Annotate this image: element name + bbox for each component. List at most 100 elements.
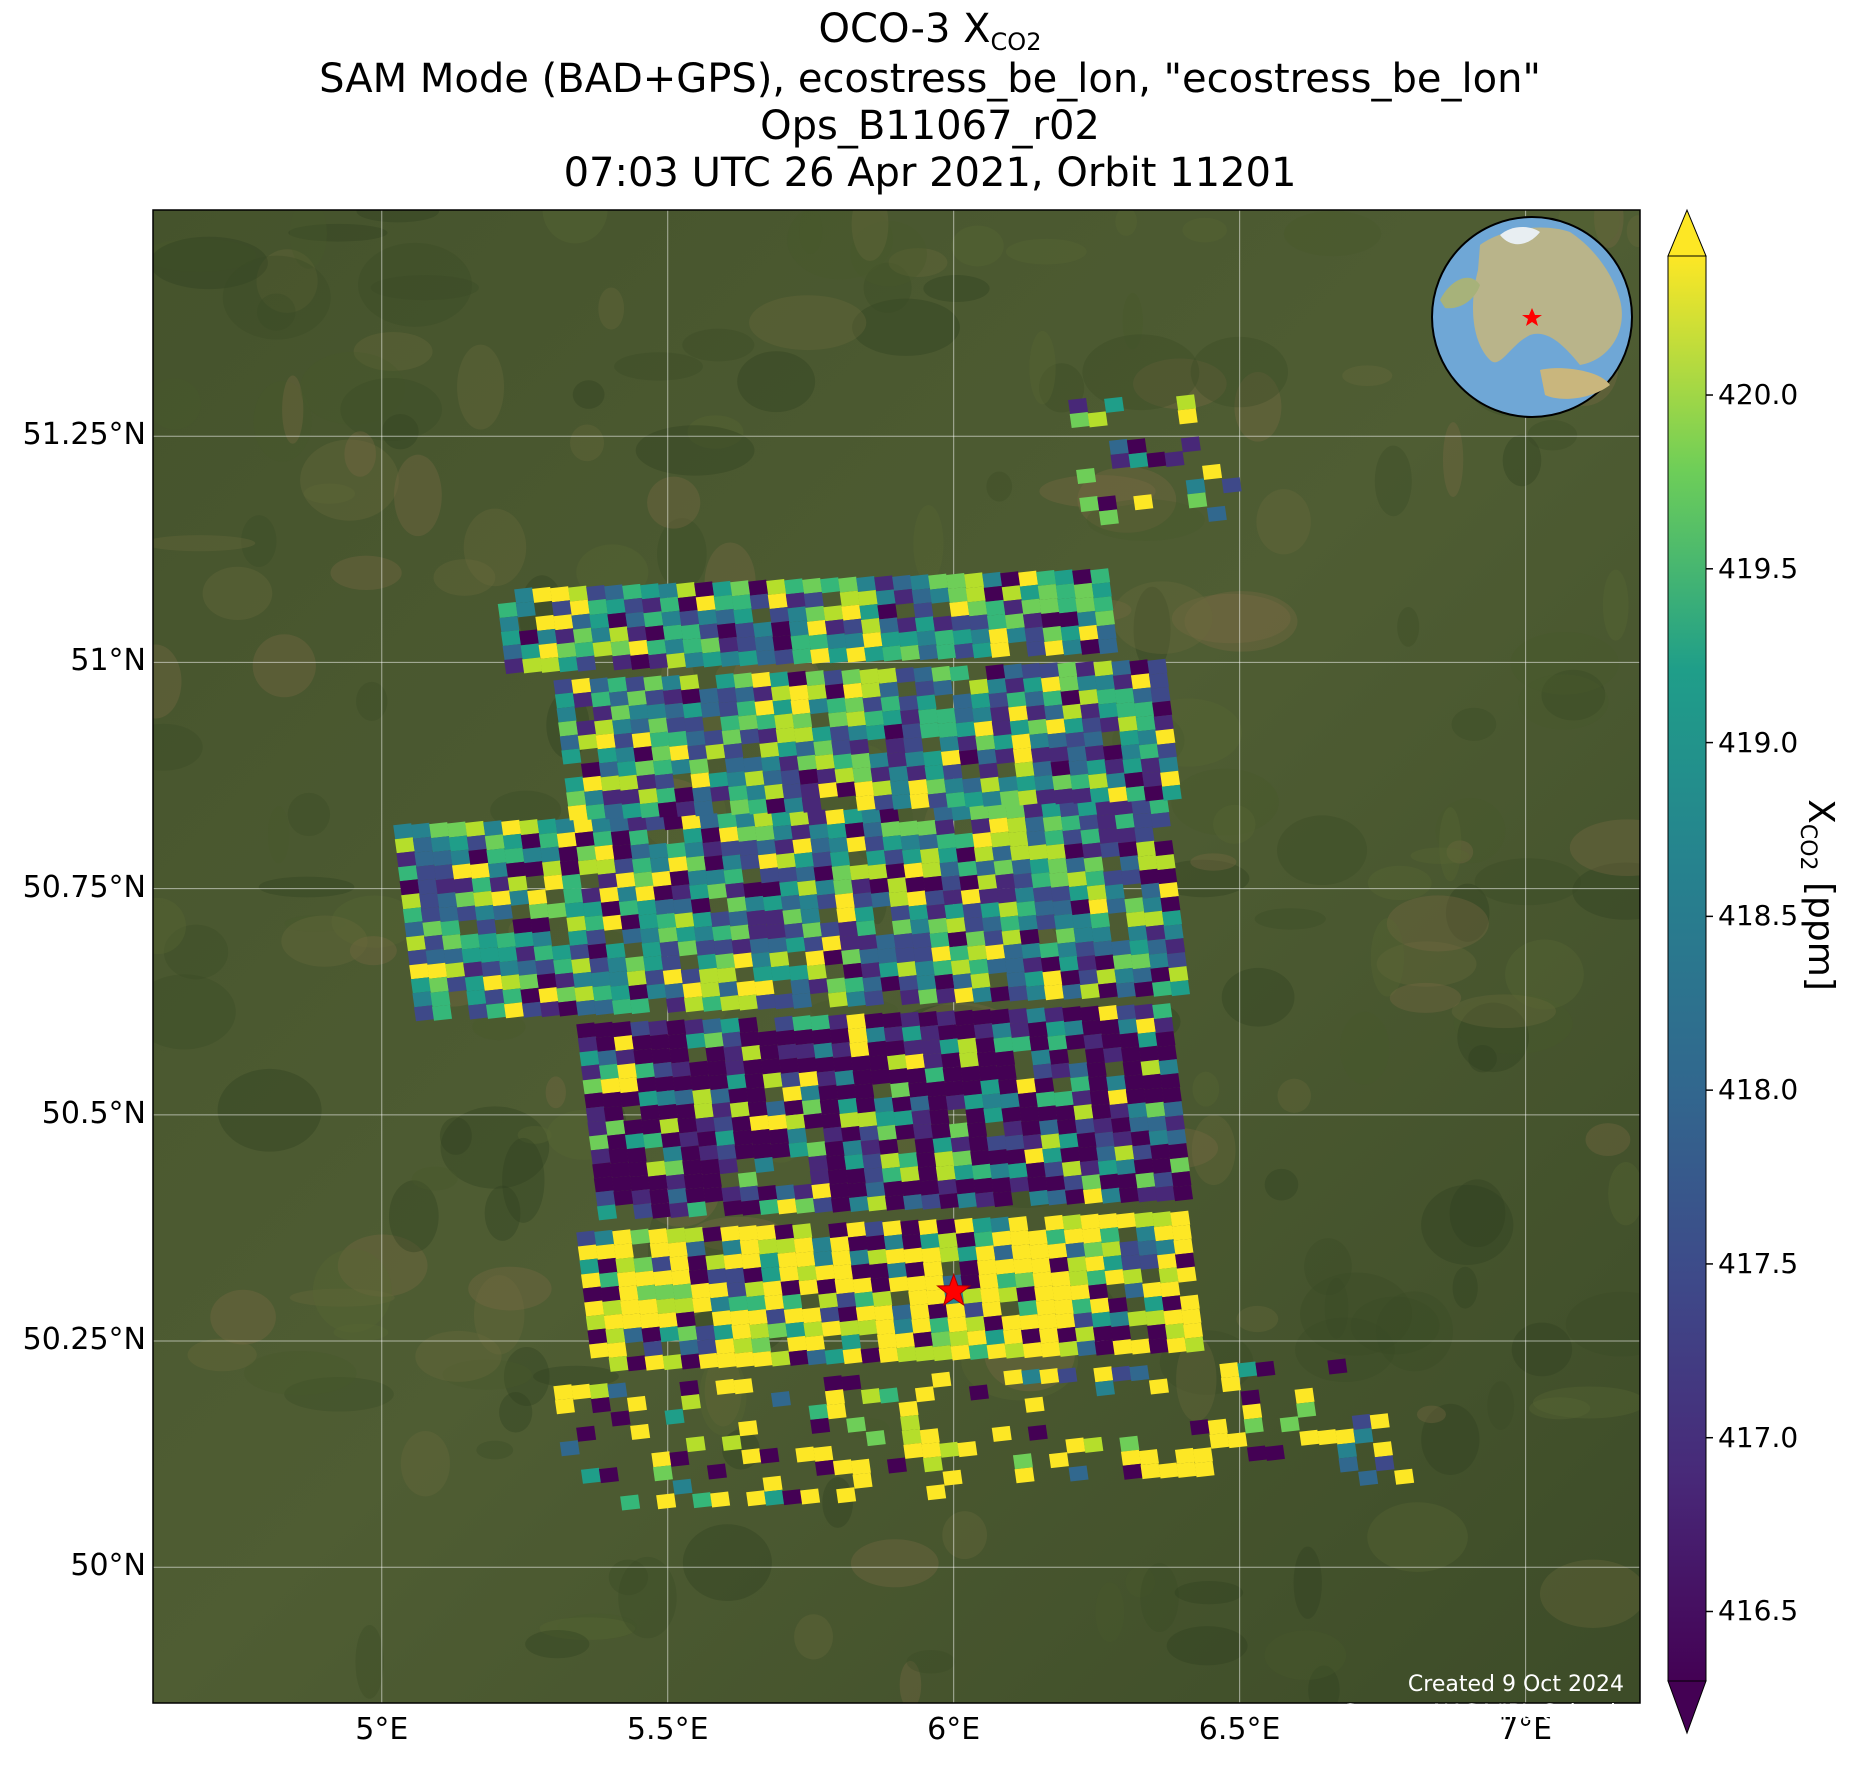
terrain-patch xyxy=(415,1330,502,1382)
xco2-pixel xyxy=(875,1110,896,1127)
xco2-pixel xyxy=(885,1194,906,1211)
xco2-pixel xyxy=(1170,980,1191,997)
xco2-pixel xyxy=(756,1224,777,1241)
terrain-patch xyxy=(850,221,927,287)
xco2-pixel xyxy=(725,882,746,899)
xco2-pixel xyxy=(856,576,877,593)
xco2-pixel xyxy=(582,1078,603,1095)
xco2-pixel xyxy=(1018,914,1039,931)
xco2-pixel xyxy=(983,1315,1004,1332)
xco2-pixel xyxy=(834,767,855,784)
terrain-patch xyxy=(647,476,701,529)
terrain-patch xyxy=(244,1350,357,1396)
terrain-patch xyxy=(330,555,402,591)
xco2-pixel xyxy=(626,1395,647,1412)
xco2-pixel xyxy=(1049,871,1070,888)
xco2-pixel xyxy=(720,650,741,667)
xco2-pixel xyxy=(406,935,427,952)
xco2-pixel xyxy=(694,925,715,942)
xco2-pixel xyxy=(780,894,801,911)
xco2-pixel xyxy=(980,902,1001,919)
xco2-pixel xyxy=(734,686,755,703)
xco2-pixel xyxy=(412,836,433,853)
xco2-pixel xyxy=(862,1153,883,1170)
xco2-pixel xyxy=(1091,582,1112,599)
xco2-pixel xyxy=(1058,611,1079,628)
xco2-pixel xyxy=(702,1226,723,1243)
xco2-pixel xyxy=(968,1135,989,1152)
xco2-pixel xyxy=(832,1459,853,1476)
xco2-pixel xyxy=(1202,463,1223,480)
terrain-patch xyxy=(476,1440,514,1460)
xco2-pixel xyxy=(1080,1213,1101,1230)
xco2-pixel xyxy=(903,1442,924,1459)
xco2-pixel xyxy=(533,945,554,962)
xco2-pixel xyxy=(985,664,1006,681)
xco2-pixel xyxy=(723,743,744,760)
xco2-pixel xyxy=(517,959,538,976)
xco2-pixel xyxy=(728,1295,749,1312)
xco2-pixel xyxy=(900,709,921,726)
xco2-pixel xyxy=(957,1245,978,1262)
xco2-pixel xyxy=(1113,799,1134,816)
xco2-pixel xyxy=(931,1122,952,1139)
lon-tick-label: 5.5°E xyxy=(626,1712,709,1747)
xco2-pixel xyxy=(865,1181,886,1198)
xco2-pixel xyxy=(669,1047,690,1064)
xco2-pixel xyxy=(1094,610,1115,627)
xco2-pixel xyxy=(770,685,791,702)
xco2-pixel xyxy=(944,1080,965,1097)
xco2-pixel xyxy=(633,1203,654,1220)
xco2-pixel xyxy=(1112,673,1133,690)
xco2-pixel xyxy=(1017,1300,1038,1317)
chart-title-line3: Ops_B11067_r02 xyxy=(760,103,1100,149)
xco2-pixel xyxy=(902,848,923,865)
xco2-pixel xyxy=(1109,1102,1130,1119)
xco2-pixel xyxy=(765,797,786,814)
xco2-pixel xyxy=(929,1317,950,1334)
xco2-pixel xyxy=(754,635,775,652)
xco2-pixel xyxy=(1130,1338,1151,1355)
xco2-pixel xyxy=(1104,396,1125,413)
xco2-pixel xyxy=(1176,1266,1197,1283)
xco2-pixel xyxy=(892,919,913,936)
terrain-patch xyxy=(284,1377,394,1412)
xco2-pixel xyxy=(540,846,561,863)
xco2-pixel xyxy=(662,1354,683,1371)
chart-title-line4: 07:03 UTC 26 Apr 2021, Orbit 11201 xyxy=(563,150,1297,196)
xco2-pixel xyxy=(705,1254,726,1271)
xco2-pixel xyxy=(594,999,615,1016)
xco2-pixel xyxy=(1140,1059,1161,1076)
xco2-pixel xyxy=(1008,985,1029,1002)
xco2-pixel xyxy=(1058,675,1079,692)
xco2-pixel xyxy=(515,945,536,962)
xco2-pixel xyxy=(522,657,543,674)
xco2-pixel xyxy=(919,1024,940,1041)
xco2-pixel xyxy=(815,1264,836,1281)
xco2-pixel xyxy=(1046,843,1067,860)
xco2-pixel xyxy=(626,690,647,707)
terrain-patch xyxy=(1565,1291,1640,1357)
xco2-pixel xyxy=(797,880,818,897)
xco2-pixel xyxy=(1115,1158,1136,1175)
xco2-pixel xyxy=(636,1076,657,1093)
xco2-pixel xyxy=(1016,1286,1037,1303)
xco2-pixel xyxy=(643,1340,664,1357)
terrain-patch xyxy=(1532,1386,1640,1419)
xco2-pixel xyxy=(1130,953,1151,970)
xco2-pixel xyxy=(806,964,827,981)
xco2-pixel xyxy=(957,860,978,877)
xco2-pixel xyxy=(402,907,423,924)
xco2-pixel xyxy=(918,708,939,725)
xco2-pixel xyxy=(626,1355,647,1372)
xco2-pixel xyxy=(715,673,736,690)
terrain-patch xyxy=(986,471,1013,502)
xco2-pixel xyxy=(1065,1437,1086,1454)
xco2-pixel xyxy=(864,1220,885,1237)
xco2-pixel xyxy=(972,832,993,849)
xco2-pixel xyxy=(1060,815,1081,832)
xco2-pixel xyxy=(751,671,772,688)
xco2-pixel xyxy=(610,704,631,721)
terrain-patch xyxy=(608,1559,649,1596)
